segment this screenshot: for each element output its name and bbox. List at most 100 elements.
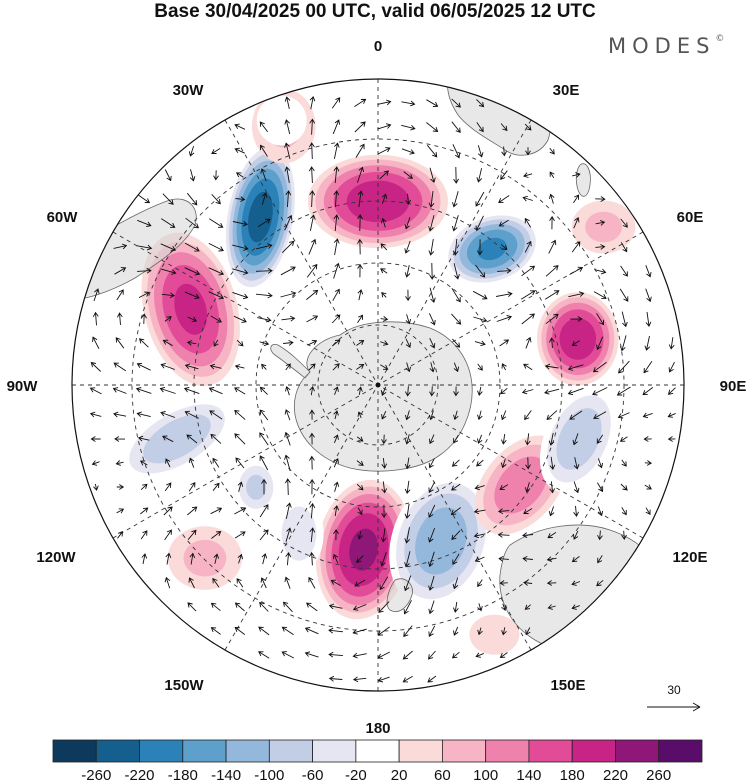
- wind-arrow-icon: [333, 166, 340, 184]
- wind-arrow-icon: [667, 387, 676, 395]
- wind-arrow-icon: [402, 675, 413, 683]
- wind-arrow-icon: [357, 263, 363, 278]
- colorbar-tick-label: -140: [211, 767, 241, 783]
- wind-arrow-icon: [404, 217, 411, 230]
- wind-arrow-icon: [281, 651, 295, 659]
- wind-arrow-icon: [451, 121, 461, 133]
- wind-arrow-icon: [356, 483, 364, 491]
- wind-arrow-icon: [521, 265, 536, 277]
- wind-arrow-icon: [162, 193, 174, 205]
- wind-arrow-icon: [255, 268, 273, 274]
- wind-arrow-icon: [668, 361, 675, 373]
- wind-arrow-icon: [405, 386, 411, 397]
- wind-arrow-icon: [453, 166, 459, 184]
- wind-arrow-icon: [135, 387, 152, 394]
- wind-arrow-icon: [261, 363, 267, 370]
- wind-arrow-icon: [333, 434, 339, 444]
- wind-arrow-icon: [162, 435, 174, 443]
- wind-arrow-icon: [236, 578, 244, 588]
- wind-arrow-icon: [136, 244, 153, 251]
- wind-arrow-icon: [354, 98, 367, 107]
- wind-arrow-icon: [474, 556, 485, 563]
- colorbar-swatch: [398, 739, 443, 763]
- wind-arrow-icon: [93, 288, 100, 302]
- wind-arrow-icon: [379, 576, 389, 591]
- wind-arrow-icon: [453, 362, 460, 373]
- wind-arrow-icon: [474, 484, 485, 491]
- wind-arrow-icon: [357, 214, 363, 232]
- wind-arrow-icon: [160, 363, 175, 370]
- wind-arrow-icon: [549, 456, 556, 471]
- wind-arrow-icon: [592, 361, 607, 373]
- wind-arrow-icon: [284, 142, 291, 159]
- wind-arrow-icon: [545, 313, 559, 325]
- wind-arrow-icon: [333, 529, 339, 541]
- anomaly-contour: [143, 414, 211, 464]
- wind-arrow-icon: [597, 458, 604, 469]
- wind-arrow-icon: [137, 219, 152, 227]
- wind-arrow-icon: [500, 244, 508, 251]
- wind-arrow-icon: [140, 507, 149, 515]
- wind-arrow-icon: [210, 627, 221, 635]
- wind-arrow-icon: [354, 579, 366, 587]
- wind-arrow-icon: [282, 601, 293, 613]
- wind-arrow-icon: [333, 142, 340, 159]
- wind-arrow-icon: [451, 98, 461, 108]
- wind-arrow-icon: [497, 532, 510, 538]
- anomaly-contour: [585, 211, 622, 243]
- wind-arrow-icon: [573, 505, 580, 517]
- wind-arrow-icon: [332, 119, 341, 135]
- colorbar-tick-label: 220: [603, 767, 628, 783]
- wind-arrow-icon: [185, 217, 200, 229]
- wind-arrow-icon: [404, 457, 411, 470]
- wind-arrow-icon: [403, 171, 413, 179]
- wind-arrow-icon: [280, 266, 296, 276]
- wind-arrow-icon: [499, 652, 508, 658]
- wind-arrow-icon: [496, 291, 513, 298]
- anomaly-contour: [281, 506, 317, 561]
- wind-arrow-icon: [405, 193, 412, 205]
- wind-arrow-icon: [187, 602, 197, 612]
- label-150w: 150W: [164, 677, 204, 694]
- wind-arrow-icon: [546, 410, 558, 420]
- wind-arrow-icon: [211, 148, 221, 154]
- wind-arrow-icon: [475, 191, 485, 207]
- wind-arrow-icon: [380, 217, 387, 228]
- wind-arrow-icon: [523, 580, 533, 586]
- wind-arrow-icon: [259, 529, 269, 541]
- wind-arrow-icon: [183, 386, 200, 395]
- wind-arrow-icon: [501, 603, 507, 612]
- wind-arrow-icon: [210, 433, 222, 444]
- wind-arrow-icon: [284, 166, 291, 183]
- wind-arrow-icon: [452, 144, 461, 159]
- wind-arrow-icon: [256, 243, 273, 250]
- wind-arrow-icon: [473, 532, 486, 539]
- wind-arrow-icon: [453, 386, 459, 397]
- wind-arrow-icon: [547, 604, 556, 610]
- wind-arrow-icon: [137, 435, 150, 442]
- wind-arrow-icon: [165, 552, 172, 565]
- wind-arrow-icon: [164, 316, 172, 322]
- wind-arrow-icon: [428, 527, 436, 543]
- wind-arrow-icon: [475, 652, 484, 658]
- wind-arrow-icon: [357, 190, 364, 207]
- wind-arrow-icon: [212, 457, 220, 468]
- wind-arrow-icon: [356, 340, 365, 346]
- wind-arrow-icon: [571, 604, 580, 610]
- wind-arrow-icon: [477, 434, 483, 444]
- wind-arrow-icon: [426, 99, 439, 107]
- wind-arrow-icon: [333, 386, 339, 396]
- wind-arrow-icon: [285, 551, 292, 566]
- wind-arrow-icon: [357, 386, 363, 395]
- colorbar-swatch: [139, 739, 184, 763]
- wind-arrow-icon: [378, 601, 390, 614]
- wind-arrow-icon: [332, 363, 340, 371]
- colorbar: -260 -220 -180 -140 -100 -60 -20 20 60 100 140 180 2…: [52, 739, 703, 783]
- antarctic-peninsula: [270, 343, 311, 379]
- anomaly-contour: [415, 507, 467, 575]
- wind-arrow-icon: [352, 628, 367, 635]
- wind-arrow-icon: [285, 527, 292, 542]
- wind-arrow-icon: [620, 335, 627, 352]
- wind-arrow-icon: [618, 360, 630, 374]
- anomaly-contour: [349, 528, 378, 571]
